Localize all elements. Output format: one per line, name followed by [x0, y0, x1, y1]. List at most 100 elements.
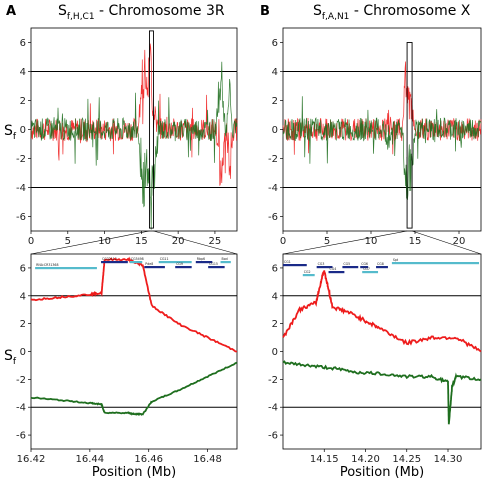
panel-letter-b: B — [260, 4, 270, 19]
gene-bar — [328, 271, 345, 274]
x-tick-label: 16.48 — [193, 454, 222, 465]
x-tick-label: 20 — [453, 236, 466, 247]
x-tick-label: 15 — [135, 236, 148, 247]
gene-label: CG3 — [318, 262, 325, 266]
x-tick-label: 10 — [98, 236, 111, 247]
x-tick-label: 0 — [280, 236, 286, 247]
gene-bar — [101, 261, 128, 264]
gene-label: CG11 — [160, 257, 169, 261]
y-tick-label: 6 — [20, 38, 26, 49]
detail-a-red-line — [30, 256, 238, 353]
series-red-line — [30, 43, 238, 186]
y-tick-label: 6 — [20, 263, 26, 274]
y-tick-label: -4 — [268, 403, 278, 414]
x-tick-label: 16.46 — [134, 454, 163, 465]
gene-label: CG5 — [343, 262, 350, 266]
y-tick-label: -6 — [268, 431, 278, 442]
gene-label: CG4 — [330, 267, 337, 271]
series-green-line — [282, 96, 482, 200]
plot-3: 6 4 2 0 -2 -4 -6 14.15 14.20 14.25 14.30 — [268, 253, 482, 465]
x-tick-label: 25 — [209, 236, 222, 247]
y-tick-label: 2 — [20, 319, 26, 330]
series-green-line — [30, 61, 238, 230]
y-tick-label: -6 — [16, 212, 26, 223]
zoom-connector-b-right — [411, 230, 482, 255]
zoom-connector-b-left — [282, 230, 408, 255]
gene-bar — [342, 266, 359, 269]
y-tick-label: 2 — [20, 96, 26, 107]
x-tick-label: 16.44 — [76, 454, 105, 465]
gene-bar — [391, 262, 480, 265]
x-tick-label: 5 — [324, 236, 330, 247]
y-tick-label: 2 — [272, 319, 278, 330]
y-tick-label: -2 — [16, 375, 26, 386]
gene-label: CG32112 — [102, 257, 117, 261]
gene-bar — [35, 267, 97, 270]
panel-a-top-ylabel: Sf — [4, 123, 17, 142]
gene-label: Rbp6 — [197, 257, 205, 261]
gene-bar — [208, 266, 225, 269]
gene-label: CG6 — [361, 262, 368, 266]
y-tick-label: 4 — [20, 291, 26, 302]
plot-frame — [282, 253, 482, 450]
y-tick-label: 2 — [272, 96, 278, 107]
gene-bar — [302, 274, 315, 277]
detail-b-green-line — [282, 360, 482, 425]
gene-bar — [283, 264, 307, 267]
y-tick-label: 6 — [272, 38, 278, 49]
y-tick-label: -4 — [16, 183, 26, 194]
gene-label: Spt — [393, 258, 399, 262]
plot-frame — [30, 253, 238, 450]
gene-bar — [316, 266, 333, 269]
gene-bar — [175, 266, 192, 269]
x-tick-label: 10 — [365, 236, 378, 247]
gene-bar — [362, 271, 379, 274]
y-tick-label: -4 — [16, 403, 26, 414]
x-tick-label: 0 — [28, 236, 34, 247]
y-tick-label: 0 — [20, 347, 26, 358]
gene-bar — [144, 266, 165, 269]
panel-a-bottom-ylabel: Sf — [4, 348, 17, 367]
x-tick-label: 14.20 — [351, 454, 380, 465]
y-tick-label: 4 — [20, 67, 26, 78]
gene-bar — [360, 266, 369, 269]
gene-label: CG7 — [363, 267, 370, 271]
x-tick-label: 15 — [409, 236, 422, 247]
gene-label: CG15 — [209, 262, 218, 266]
y-tick-label: -2 — [268, 154, 278, 165]
gene-label: CG2 — [304, 270, 311, 274]
plot-1: 6 4 2 0 -2 -4 -6 16.42 16.44 16.46 16.48 — [16, 253, 238, 465]
y-tick-label: -2 — [16, 154, 26, 165]
gene-bar — [220, 261, 231, 264]
panel-a-overview — [30, 43, 238, 230]
gene-bar — [129, 261, 143, 264]
gene-bar — [376, 266, 388, 269]
zoom-connector-a-left — [30, 230, 150, 255]
panel-b-overview — [282, 61, 482, 200]
gene-label: Pde8 — [145, 262, 153, 266]
y-tick-label: 0 — [20, 125, 26, 136]
detail-b-red-line — [282, 270, 482, 353]
zoom-connector-a-right — [153, 230, 238, 255]
y-tick-label: -6 — [16, 431, 26, 442]
gene-label: Bod — [222, 257, 228, 261]
y-tick-label: 4 — [272, 291, 278, 302]
y-tick-label: 0 — [272, 125, 278, 136]
panel-b-xlabel: Position (Mb) — [340, 465, 424, 480]
y-tick-label: -6 — [268, 212, 278, 223]
panel-letter-a: A — [6, 4, 16, 19]
panel-b-title: Sf,A,N1 - Chromosome X — [313, 3, 471, 22]
x-tick-label: 14.25 — [392, 454, 421, 465]
y-tick-label: 6 — [272, 263, 278, 274]
gene-label: RNA:CR31368 — [36, 263, 58, 267]
gene-bar — [195, 261, 213, 264]
y-tick-label: 0 — [272, 347, 278, 358]
gene-label: CG9 — [176, 262, 183, 266]
x-tick-label: 20 — [172, 236, 185, 247]
y-tick-label: -2 — [268, 375, 278, 386]
x-tick-label: 14.15 — [310, 454, 339, 465]
